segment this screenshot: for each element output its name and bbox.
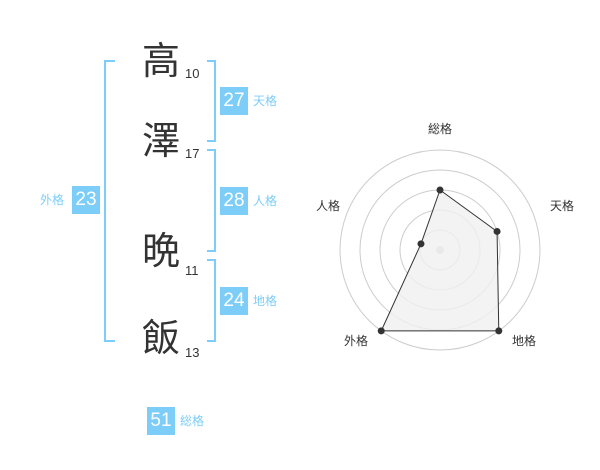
tenkaku-value: 27 (220, 87, 248, 115)
chikaku-bracket (207, 259, 216, 342)
radar-point-2 (495, 327, 503, 335)
radar-point-3 (377, 327, 385, 335)
soukaku-value: 51 (147, 407, 175, 435)
radar-axis-label: 地格 (512, 333, 536, 348)
radar-point-0 (436, 186, 444, 194)
gaikaku-label: 外格 (40, 193, 65, 207)
jinkaku-label: 人格 (253, 194, 278, 208)
gaikaku-value: 23 (72, 186, 100, 214)
radar-polygon (380, 189, 500, 332)
jinkaku-bracket (207, 149, 216, 252)
stroke-count-1: 10 (185, 66, 200, 81)
name-char-1: 高 (141, 39, 180, 83)
stroke-count-3: 11 (185, 263, 199, 278)
stroke-count-4: 13 (185, 345, 200, 360)
soukaku-label: 総格 (180, 414, 205, 428)
radar-point-1 (493, 227, 501, 235)
radar-point-4 (417, 240, 425, 248)
radar-ring (339, 149, 541, 351)
tenkaku-bracket (207, 60, 216, 142)
jinkaku-value: 28 (220, 187, 248, 215)
chikaku-label: 地格 (253, 294, 278, 308)
tenkaku-label: 天格 (253, 94, 278, 108)
radar-axis-label: 人格 (316, 198, 340, 213)
chikaku-value: 24 (220, 287, 248, 315)
radar-axis-label: 天格 (550, 198, 574, 213)
stroke-count-2: 17 (185, 146, 200, 161)
radar-axis-label: 総格 (428, 121, 452, 136)
name-char-2: 澤 (141, 119, 180, 163)
gaikaku-bracket (104, 60, 115, 342)
radar-axis-label: 外格 (344, 333, 368, 348)
name-char-4: 飯 (141, 316, 180, 360)
name-char-3: 晩 (141, 229, 180, 273)
